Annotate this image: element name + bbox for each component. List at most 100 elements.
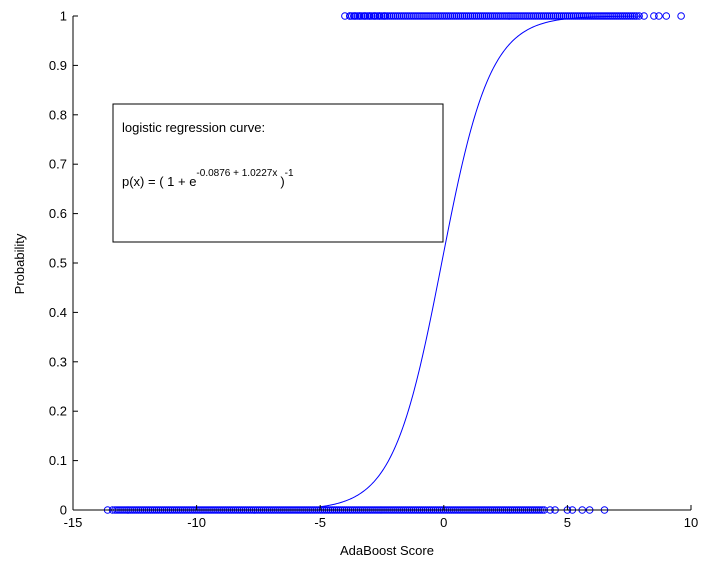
data-point-y1 xyxy=(450,12,459,20)
data-point-y1 xyxy=(528,12,536,20)
data-point-y1 xyxy=(583,12,591,20)
data-point-y1 xyxy=(435,12,443,20)
data-point-y1 xyxy=(425,12,433,20)
data-point-y1 xyxy=(346,12,354,20)
data-point-y1 xyxy=(397,12,406,20)
data-point-y1 xyxy=(510,12,518,20)
data-point-y1 xyxy=(341,12,349,20)
x-tick-label: -5 xyxy=(314,515,326,530)
data-point-y1 xyxy=(421,12,429,20)
data-point-y1 xyxy=(470,12,479,20)
data-point-y1 xyxy=(423,12,431,20)
data-point-y1 xyxy=(537,12,546,20)
y-tick-label: 0.7 xyxy=(49,157,67,172)
data-point-y1 xyxy=(599,12,607,20)
data-point-y1 xyxy=(466,12,475,20)
data-point-y1 xyxy=(431,12,439,20)
data-point-y1 xyxy=(407,12,415,20)
data-point-y1 xyxy=(677,12,685,20)
data-point-y1 xyxy=(520,12,528,20)
data-point-y1 xyxy=(492,12,501,20)
data-point-y1 xyxy=(529,12,538,20)
data-point-y1 xyxy=(533,12,542,20)
data-point-y1 xyxy=(380,12,389,20)
data-point-y1 xyxy=(539,12,548,20)
data-point-y1 xyxy=(650,12,658,20)
data-point-y1 xyxy=(437,12,445,20)
data-point-y1 xyxy=(655,12,663,20)
data-point-y1 xyxy=(526,12,534,20)
data-point-y1 xyxy=(490,12,499,20)
data-point-y1 xyxy=(573,12,582,20)
data-point-y1 xyxy=(486,12,495,20)
data-point-y1 xyxy=(439,12,447,20)
data-point-y1 xyxy=(405,12,413,20)
x-axis-label: AdaBoost Score xyxy=(340,543,434,558)
data-point-y1 xyxy=(571,12,580,20)
data-point-y1 xyxy=(597,12,605,20)
y-tick-label: 0.3 xyxy=(49,354,67,369)
data-point-y1 xyxy=(512,12,520,20)
data-point-y1 xyxy=(484,12,493,20)
data-point-y1 xyxy=(409,12,417,20)
data-point-y1 xyxy=(494,12,502,20)
data-point-y1 xyxy=(427,12,435,20)
data-point-y1 xyxy=(480,12,489,20)
data-point-y1 xyxy=(482,12,491,20)
data-point-y1 xyxy=(468,12,477,20)
y-tick-label: 0.5 xyxy=(49,256,67,271)
data-point-y1 xyxy=(458,12,467,20)
data-point-y1 xyxy=(452,12,461,20)
data-point-y1 xyxy=(549,12,558,20)
logistic-curve xyxy=(320,15,642,508)
data-point-y1 xyxy=(472,12,481,20)
y-tick-label: 0 xyxy=(60,503,67,518)
annotation-formula: p(x) = ( 1 + e-0.0876 + 1.0227x)-1 xyxy=(122,168,294,189)
data-point-y1 xyxy=(383,12,392,20)
data-point-y1 xyxy=(535,12,544,20)
data-point-y1 xyxy=(395,12,404,20)
data-point-y1 xyxy=(589,12,597,20)
data-point-y1 xyxy=(460,12,469,20)
data-point-y1 xyxy=(508,12,516,20)
data-point-y1 xyxy=(591,12,599,20)
data-point-y1 xyxy=(399,12,408,20)
data-point-y1 xyxy=(370,12,379,20)
data-point-y1 xyxy=(385,12,394,20)
data-point-y1 xyxy=(488,12,497,20)
data-point-y1 xyxy=(440,12,449,20)
data-point-y1 xyxy=(456,12,465,20)
data-point-y1 xyxy=(541,12,550,20)
data-point-y1 xyxy=(413,12,421,20)
data-point-y1 xyxy=(411,12,419,20)
data-point-y1 xyxy=(355,12,364,20)
data-point-y1 xyxy=(587,12,595,20)
y-tick-label: 0.6 xyxy=(49,206,67,221)
data-point-y1 xyxy=(351,12,359,20)
data-point-y1 xyxy=(360,12,369,20)
data-point-y1 xyxy=(543,12,552,20)
data-point-y1 xyxy=(662,12,671,20)
data-point-y1 xyxy=(569,12,578,20)
data-point-y1 xyxy=(545,12,554,20)
data-point-y1 xyxy=(478,12,487,20)
axes: -15 -10 -5 0 5 10 0 0.1 0.2 0.3 0.4 0.5 0.6 0.7 0.8 0.… xyxy=(49,9,698,531)
data-point-y1 xyxy=(579,12,588,20)
data-point-y1 xyxy=(365,12,374,20)
y-axis-label: Probability xyxy=(12,233,27,294)
x-tick-label: 10 xyxy=(684,515,698,530)
data-point-y1 xyxy=(581,12,589,20)
data-point-y1 xyxy=(506,12,514,20)
y-axis-ticks: 0 0.1 0.2 0.3 0.4 0.5 0.6 0.7 0.8 0.9 1 xyxy=(49,9,78,518)
data-point-y1 xyxy=(593,12,601,20)
data-point-y1 xyxy=(595,12,603,20)
data-point-y1 xyxy=(464,12,473,20)
data-point-y1 xyxy=(563,12,572,20)
annotation-title: logistic regression curve: xyxy=(122,120,265,135)
data-point-y1 xyxy=(516,12,524,20)
y-tick-label: 0.8 xyxy=(49,107,67,122)
data-point-y1 xyxy=(454,12,463,20)
data-point-y1 xyxy=(401,12,410,20)
